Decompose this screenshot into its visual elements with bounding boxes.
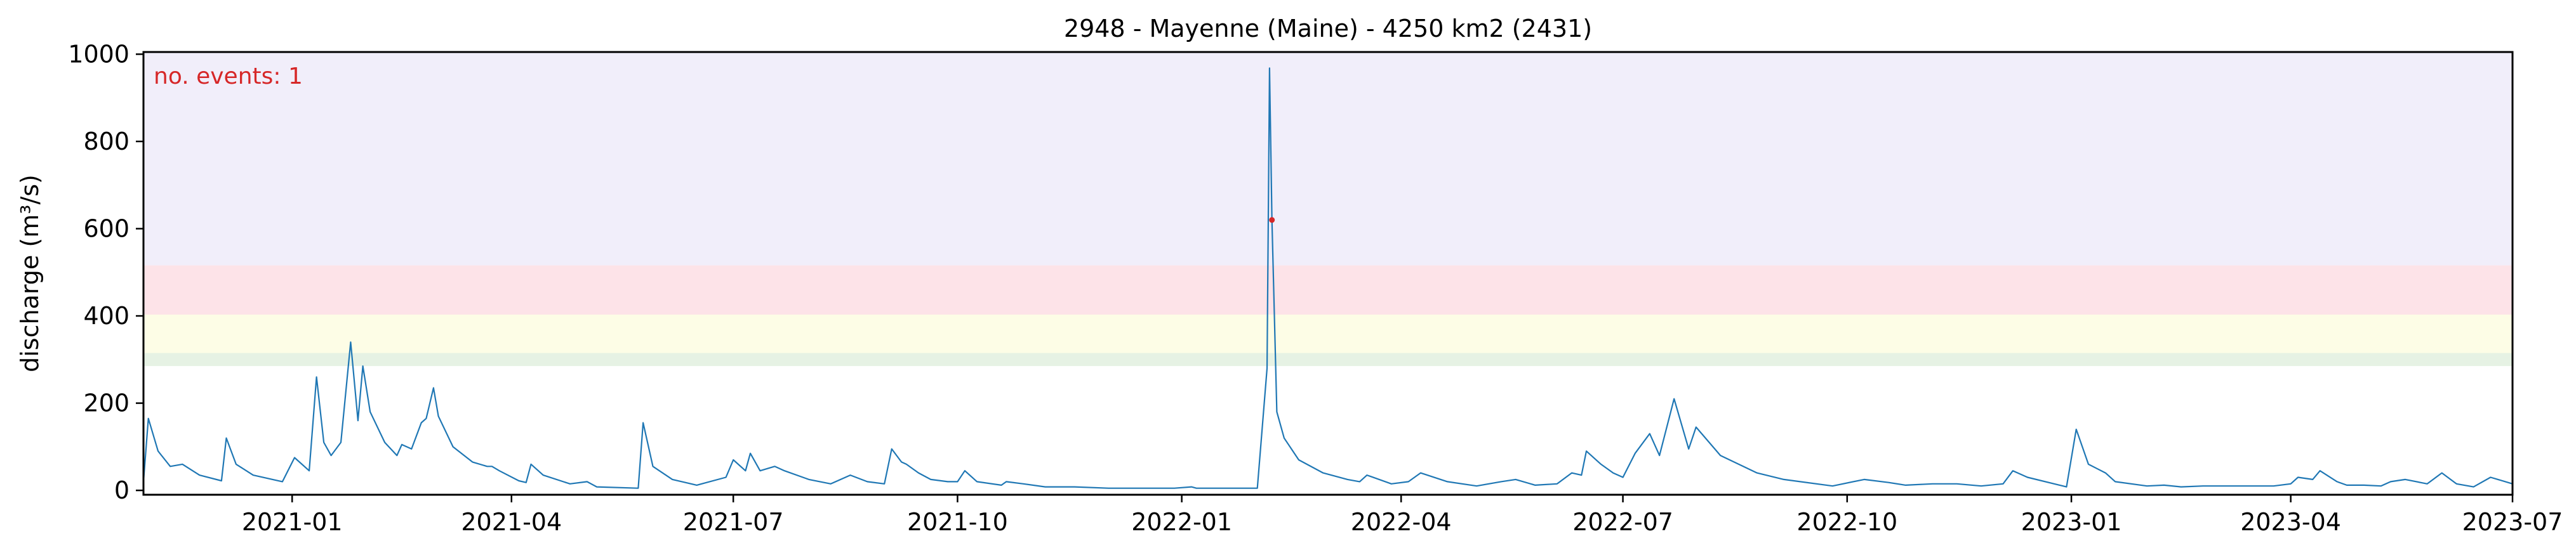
x-tick-label: 2021-04 <box>461 508 562 536</box>
threshold-band-2 <box>143 314 2513 353</box>
threshold-band-1 <box>143 353 2513 367</box>
threshold-band-4 <box>143 52 2513 266</box>
chart-title: 2948 - Mayenne (Maine) - 4250 km2 (2431) <box>1064 15 1592 42</box>
y-tick-label: 800 <box>83 127 129 155</box>
y-tick-label: 600 <box>83 215 129 243</box>
x-tick-label: 2023-01 <box>2021 508 2122 536</box>
y-axis-label: discharge (m³/s) <box>16 174 44 372</box>
events-group <box>1269 217 1275 223</box>
x-axis: 2021-01 2021-04 2021-07 2021-10 2022-01 2022-… <box>242 495 2563 536</box>
x-tick-label: 2022-01 <box>1131 508 1232 536</box>
x-tick-label: 2021-01 <box>242 508 343 536</box>
x-tick-label: 2021-10 <box>907 508 1008 536</box>
threshold-bands <box>143 52 2513 367</box>
y-axis: 0 200 400 600 800 1000 <box>68 40 143 504</box>
x-tick-label: 2022-04 <box>1351 508 1452 536</box>
y-tick-label: 0 <box>114 476 129 504</box>
x-tick-label: 2021-07 <box>683 508 784 536</box>
series-group <box>142 67 2513 489</box>
y-tick-label: 200 <box>83 389 129 417</box>
threshold-band-3 <box>143 265 2513 315</box>
event-marker <box>1269 217 1275 223</box>
plot-frame <box>142 51 2514 496</box>
x-tick-label: 2022-10 <box>1796 508 1897 536</box>
y-tick-label: 400 <box>83 302 129 330</box>
x-tick-label: 2022-07 <box>1572 508 1673 536</box>
events-count-annotation: no. events: 1 <box>154 63 303 89</box>
x-tick-label: 2023-04 <box>2240 508 2341 536</box>
discharge-series-line <box>142 67 2513 489</box>
y-tick-label: 1000 <box>68 40 129 68</box>
x-tick-label: 2023-07 <box>2462 508 2563 536</box>
